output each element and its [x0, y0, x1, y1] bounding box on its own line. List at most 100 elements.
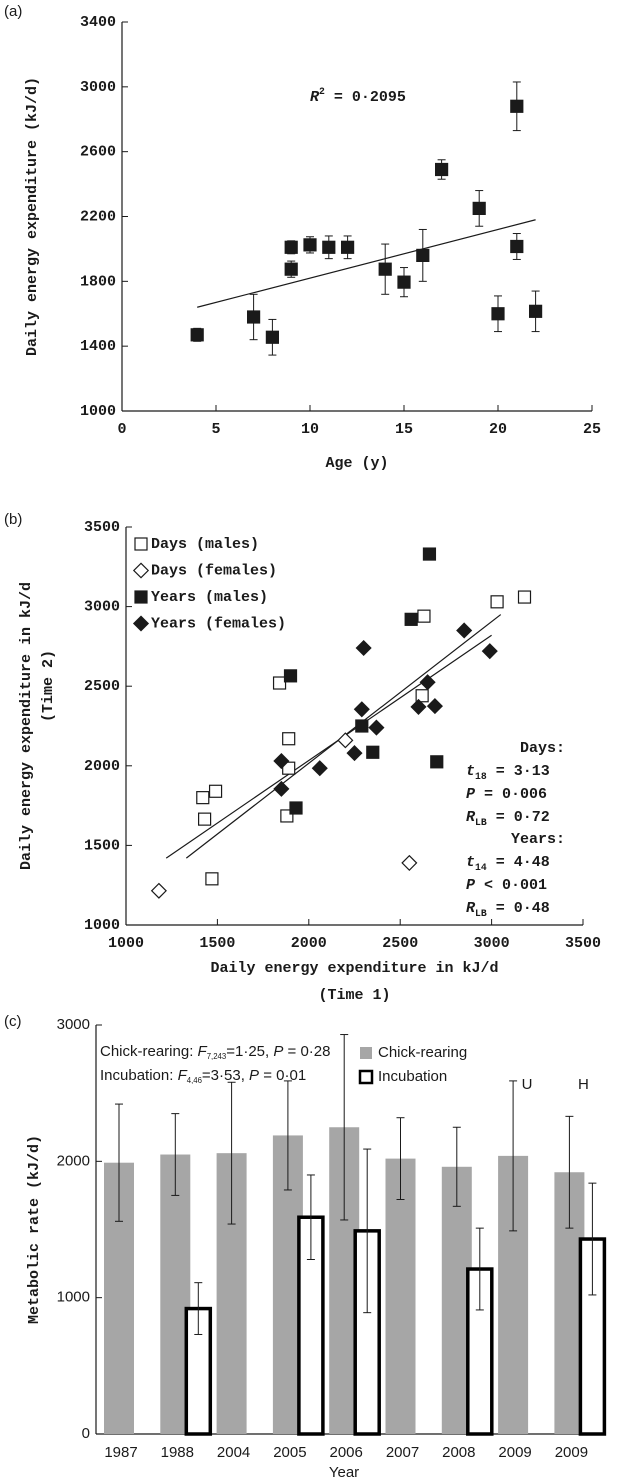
- legend-swatch: [358, 1069, 374, 1085]
- point: [205, 872, 219, 886]
- script: 2: [319, 86, 325, 97]
- y-tick-label: 3000: [80, 79, 116, 96]
- x-axis-label: Age (y): [325, 455, 388, 472]
- annotation: t14 = 4·48: [466, 854, 550, 873]
- x-tick-label: 2009: [498, 1444, 531, 1461]
- point: [397, 275, 411, 289]
- x-tick-label: 2500: [382, 935, 418, 952]
- panel-label: (b): [4, 511, 22, 528]
- point: [404, 612, 418, 626]
- point: [196, 791, 210, 805]
- text-part: = 0·006: [475, 786, 547, 803]
- stat-annotation: Incubation: F4,46=3·53, P = 0·01: [100, 1067, 306, 1085]
- panel-label: (a): [4, 3, 22, 20]
- point: [289, 801, 303, 815]
- text-part: = 0·48: [487, 900, 550, 917]
- trend-line: [197, 219, 536, 308]
- text-part: = 0·28: [283, 1043, 330, 1060]
- point: [419, 674, 436, 691]
- point: [472, 201, 486, 215]
- x-tick-label: 0: [117, 421, 126, 438]
- point: [481, 643, 498, 660]
- legend-marker: [132, 615, 150, 632]
- text-part: R: [466, 809, 476, 826]
- text-part: P: [273, 1043, 283, 1060]
- x-tick-label: 20: [489, 421, 507, 438]
- point: [430, 755, 444, 769]
- point: [341, 240, 355, 254]
- stat-annotation: Chick-rearing: F7,243=1·25, P = 0·28: [100, 1043, 330, 1061]
- text-part: = 3·13: [487, 763, 550, 780]
- point: [355, 639, 372, 657]
- text-part: F: [178, 1067, 188, 1084]
- point: [510, 99, 524, 113]
- point: [190, 328, 204, 342]
- y-axis-label: (Time 2): [40, 650, 57, 722]
- text-part: Incubation:: [100, 1067, 178, 1084]
- point: [416, 248, 430, 262]
- x-tick-label: 1000: [108, 935, 144, 952]
- annotation: t18 = 3·13: [466, 763, 550, 782]
- point: [426, 698, 443, 715]
- y-tick-label: 1000: [57, 1289, 90, 1306]
- point: [265, 330, 279, 344]
- text-part: = 0·01: [259, 1067, 306, 1084]
- point: [378, 262, 392, 276]
- x-tick-label: 2006: [330, 1444, 363, 1461]
- point: [417, 609, 431, 623]
- y-tick-label: 1400: [80, 338, 116, 355]
- text-part: P: [466, 786, 475, 803]
- x-tick-label: 2000: [291, 935, 327, 952]
- y-tick-label: 1000: [80, 403, 116, 420]
- y-tick-label: 3400: [80, 14, 116, 31]
- point: [368, 719, 385, 736]
- text-part: t: [466, 763, 475, 780]
- x-tick-label: 2007: [386, 1444, 419, 1461]
- legend-marker: [132, 562, 150, 579]
- y-tick-label: 3500: [84, 519, 120, 536]
- y-tick-label: 2200: [80, 208, 116, 225]
- y-tick-label: 0: [82, 1425, 90, 1442]
- x-tick-label: 2005: [273, 1444, 306, 1461]
- script: LB: [475, 908, 487, 919]
- point: [311, 760, 328, 777]
- x-axis-label: Daily energy expenditure in kJ/d: [210, 960, 498, 977]
- text-part: = 0·72: [487, 809, 550, 826]
- point: [355, 719, 369, 733]
- x-tick-label: 2009: [555, 1444, 588, 1461]
- y-tick-label: 3000: [84, 599, 120, 616]
- annotation: RLB = 0·48: [466, 900, 550, 919]
- x-tick-label: 5: [211, 421, 220, 438]
- point: [247, 310, 261, 324]
- point: [337, 732, 354, 749]
- x-tick-label: 2004: [217, 1444, 250, 1461]
- y-tick-label: 1000: [84, 917, 120, 934]
- legend-swatch: [360, 1047, 372, 1059]
- text-part: R: [466, 900, 476, 917]
- point: [282, 761, 296, 775]
- y-tick-label: 2500: [84, 678, 120, 695]
- y-tick-label: 2000: [84, 758, 120, 775]
- y-tick-label: 2000: [57, 1152, 90, 1169]
- bar: [385, 1158, 416, 1434]
- x-tick-label: 10: [301, 421, 319, 438]
- legend-label: Years (males): [151, 589, 268, 606]
- point: [283, 669, 298, 683]
- x-tick-label: 15: [395, 421, 413, 438]
- point: [490, 595, 504, 609]
- x-tick-label: 1988: [161, 1444, 194, 1461]
- point: [322, 240, 336, 254]
- x-axis-label: Year: [329, 1464, 359, 1481]
- legend-label: Incubation: [378, 1068, 447, 1085]
- x-tick-label: 1500: [199, 935, 235, 952]
- legend-label: Years (females): [151, 615, 286, 632]
- point: [346, 745, 363, 762]
- legend-label: Chick-rearing: [378, 1044, 467, 1061]
- y-tick-label: 1800: [80, 273, 116, 290]
- point: [273, 752, 290, 770]
- script: 7,243: [207, 1052, 227, 1061]
- point: [510, 239, 524, 254]
- y-axis-label: Metabolic rate (kJ/d): [26, 1135, 43, 1324]
